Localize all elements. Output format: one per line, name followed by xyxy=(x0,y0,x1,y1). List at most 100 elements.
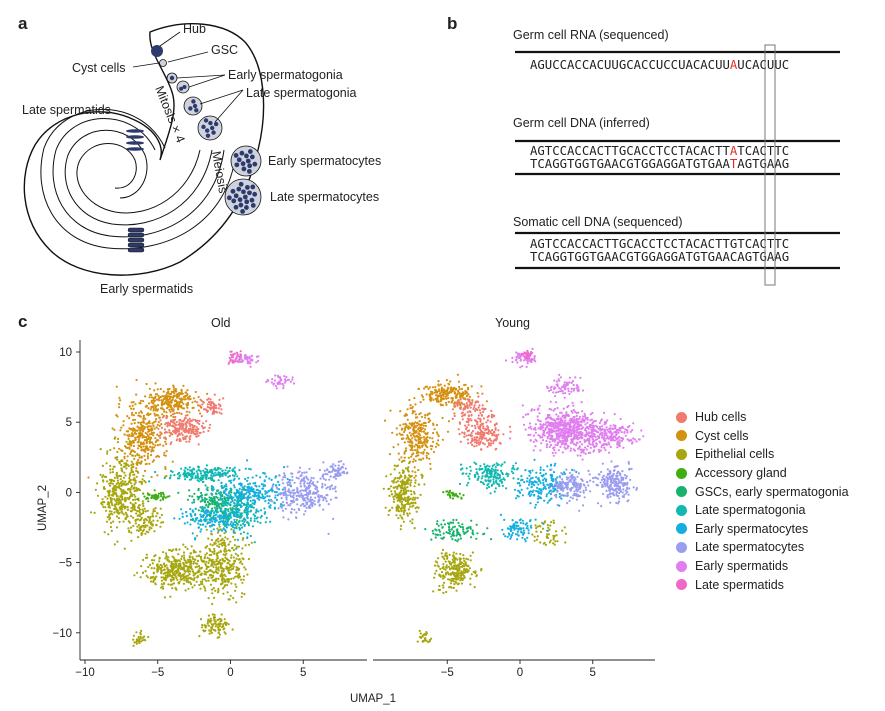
scatter-point xyxy=(392,500,396,503)
scatter-point xyxy=(308,492,311,495)
scatter-point xyxy=(334,485,337,488)
scatter-point xyxy=(216,571,219,574)
scatter-point xyxy=(413,397,416,400)
scatter-point xyxy=(216,544,219,547)
scatter-point xyxy=(329,465,332,468)
scatter-point xyxy=(418,436,421,440)
scatter-point xyxy=(466,438,469,441)
scatter-point xyxy=(411,502,414,505)
scatter-point xyxy=(461,418,464,421)
scatter-point xyxy=(414,502,417,505)
scatter-point xyxy=(235,566,238,569)
scatter-point xyxy=(224,580,227,583)
scatter-point xyxy=(440,552,443,555)
scatter-point xyxy=(156,433,159,436)
scatter-point xyxy=(249,468,252,471)
scatter-point xyxy=(144,517,147,521)
scatter-point xyxy=(166,391,169,394)
scatter-point xyxy=(390,493,393,496)
scatter-point xyxy=(425,393,428,396)
scatter-point xyxy=(157,492,161,495)
scatter-point xyxy=(123,433,126,436)
scatter-point xyxy=(467,419,470,422)
scatter-point xyxy=(134,495,137,498)
scatter-point xyxy=(535,538,539,541)
scatter-point xyxy=(445,392,449,395)
scatter-point xyxy=(457,428,460,431)
scatter-point xyxy=(462,408,465,411)
scatter-point xyxy=(233,466,236,469)
scatter-point xyxy=(255,508,258,511)
scatter-point xyxy=(306,487,309,490)
scatter-point xyxy=(239,494,242,498)
scatter-point xyxy=(546,536,550,540)
scatter-point xyxy=(205,567,208,571)
scatter-point xyxy=(493,430,496,433)
scatter-point xyxy=(166,425,169,428)
scatter-point xyxy=(278,380,281,383)
scatter-point xyxy=(174,427,177,430)
scatter-point xyxy=(142,445,145,448)
scatter-point xyxy=(221,537,224,541)
scatter-point xyxy=(180,555,183,558)
scatter-point xyxy=(452,388,455,391)
scatter-point xyxy=(178,517,181,520)
scatter-point xyxy=(169,420,172,423)
scatter-point xyxy=(158,516,161,519)
scatter-point xyxy=(240,552,243,555)
scatter-point xyxy=(149,393,152,397)
scatter-point xyxy=(226,520,229,523)
scatter-point xyxy=(473,586,476,589)
scatter-point xyxy=(232,523,235,526)
scatter-point xyxy=(301,503,304,506)
scatter-point xyxy=(238,355,241,358)
scatter-point xyxy=(243,496,246,499)
scatter-point xyxy=(205,464,208,467)
scatter-point xyxy=(411,405,414,408)
scatter-point xyxy=(188,489,191,492)
scatter-point xyxy=(201,480,204,483)
scatter-point xyxy=(541,527,545,530)
scatter-point xyxy=(469,434,472,437)
scatter-point xyxy=(114,488,117,491)
scatter-point xyxy=(411,410,414,413)
scatter-point xyxy=(156,444,160,447)
scatter-point xyxy=(139,633,142,636)
scatter-point xyxy=(308,506,311,509)
scatter-point xyxy=(278,382,281,385)
scatter-point xyxy=(409,434,413,437)
scatter-point xyxy=(273,379,277,382)
scatter-point xyxy=(223,618,226,621)
scatter-point xyxy=(435,569,438,573)
scatter-point xyxy=(203,624,206,627)
scatter-point xyxy=(217,569,220,572)
scatter-point xyxy=(160,495,163,498)
scatter-point xyxy=(302,513,306,516)
scatter-point xyxy=(119,429,122,432)
scatter-point xyxy=(195,428,198,431)
scatter-point xyxy=(138,411,141,414)
scatter-point xyxy=(289,380,292,383)
scatter-point xyxy=(184,589,187,592)
scatter-point xyxy=(465,426,468,429)
scatter-point xyxy=(395,465,398,468)
scatter-point xyxy=(282,476,285,479)
scatter-point xyxy=(192,562,195,565)
scatter-point xyxy=(126,492,129,495)
scatter-point xyxy=(407,489,410,492)
scatter-point xyxy=(153,510,156,513)
scatter-point xyxy=(497,433,500,436)
scatter-point xyxy=(421,639,424,643)
scatter-point xyxy=(281,492,284,495)
scatter-point xyxy=(168,387,171,391)
scatter-point xyxy=(434,572,437,575)
scatter-point xyxy=(161,416,164,419)
scatter-point xyxy=(547,533,550,536)
scatter-point xyxy=(222,567,225,570)
scatter-point xyxy=(398,492,401,495)
scatter-point xyxy=(142,558,145,562)
scatter-point xyxy=(194,507,197,510)
scatter-point xyxy=(142,419,145,422)
scatter-point xyxy=(337,460,340,463)
scatter-point xyxy=(538,524,541,527)
